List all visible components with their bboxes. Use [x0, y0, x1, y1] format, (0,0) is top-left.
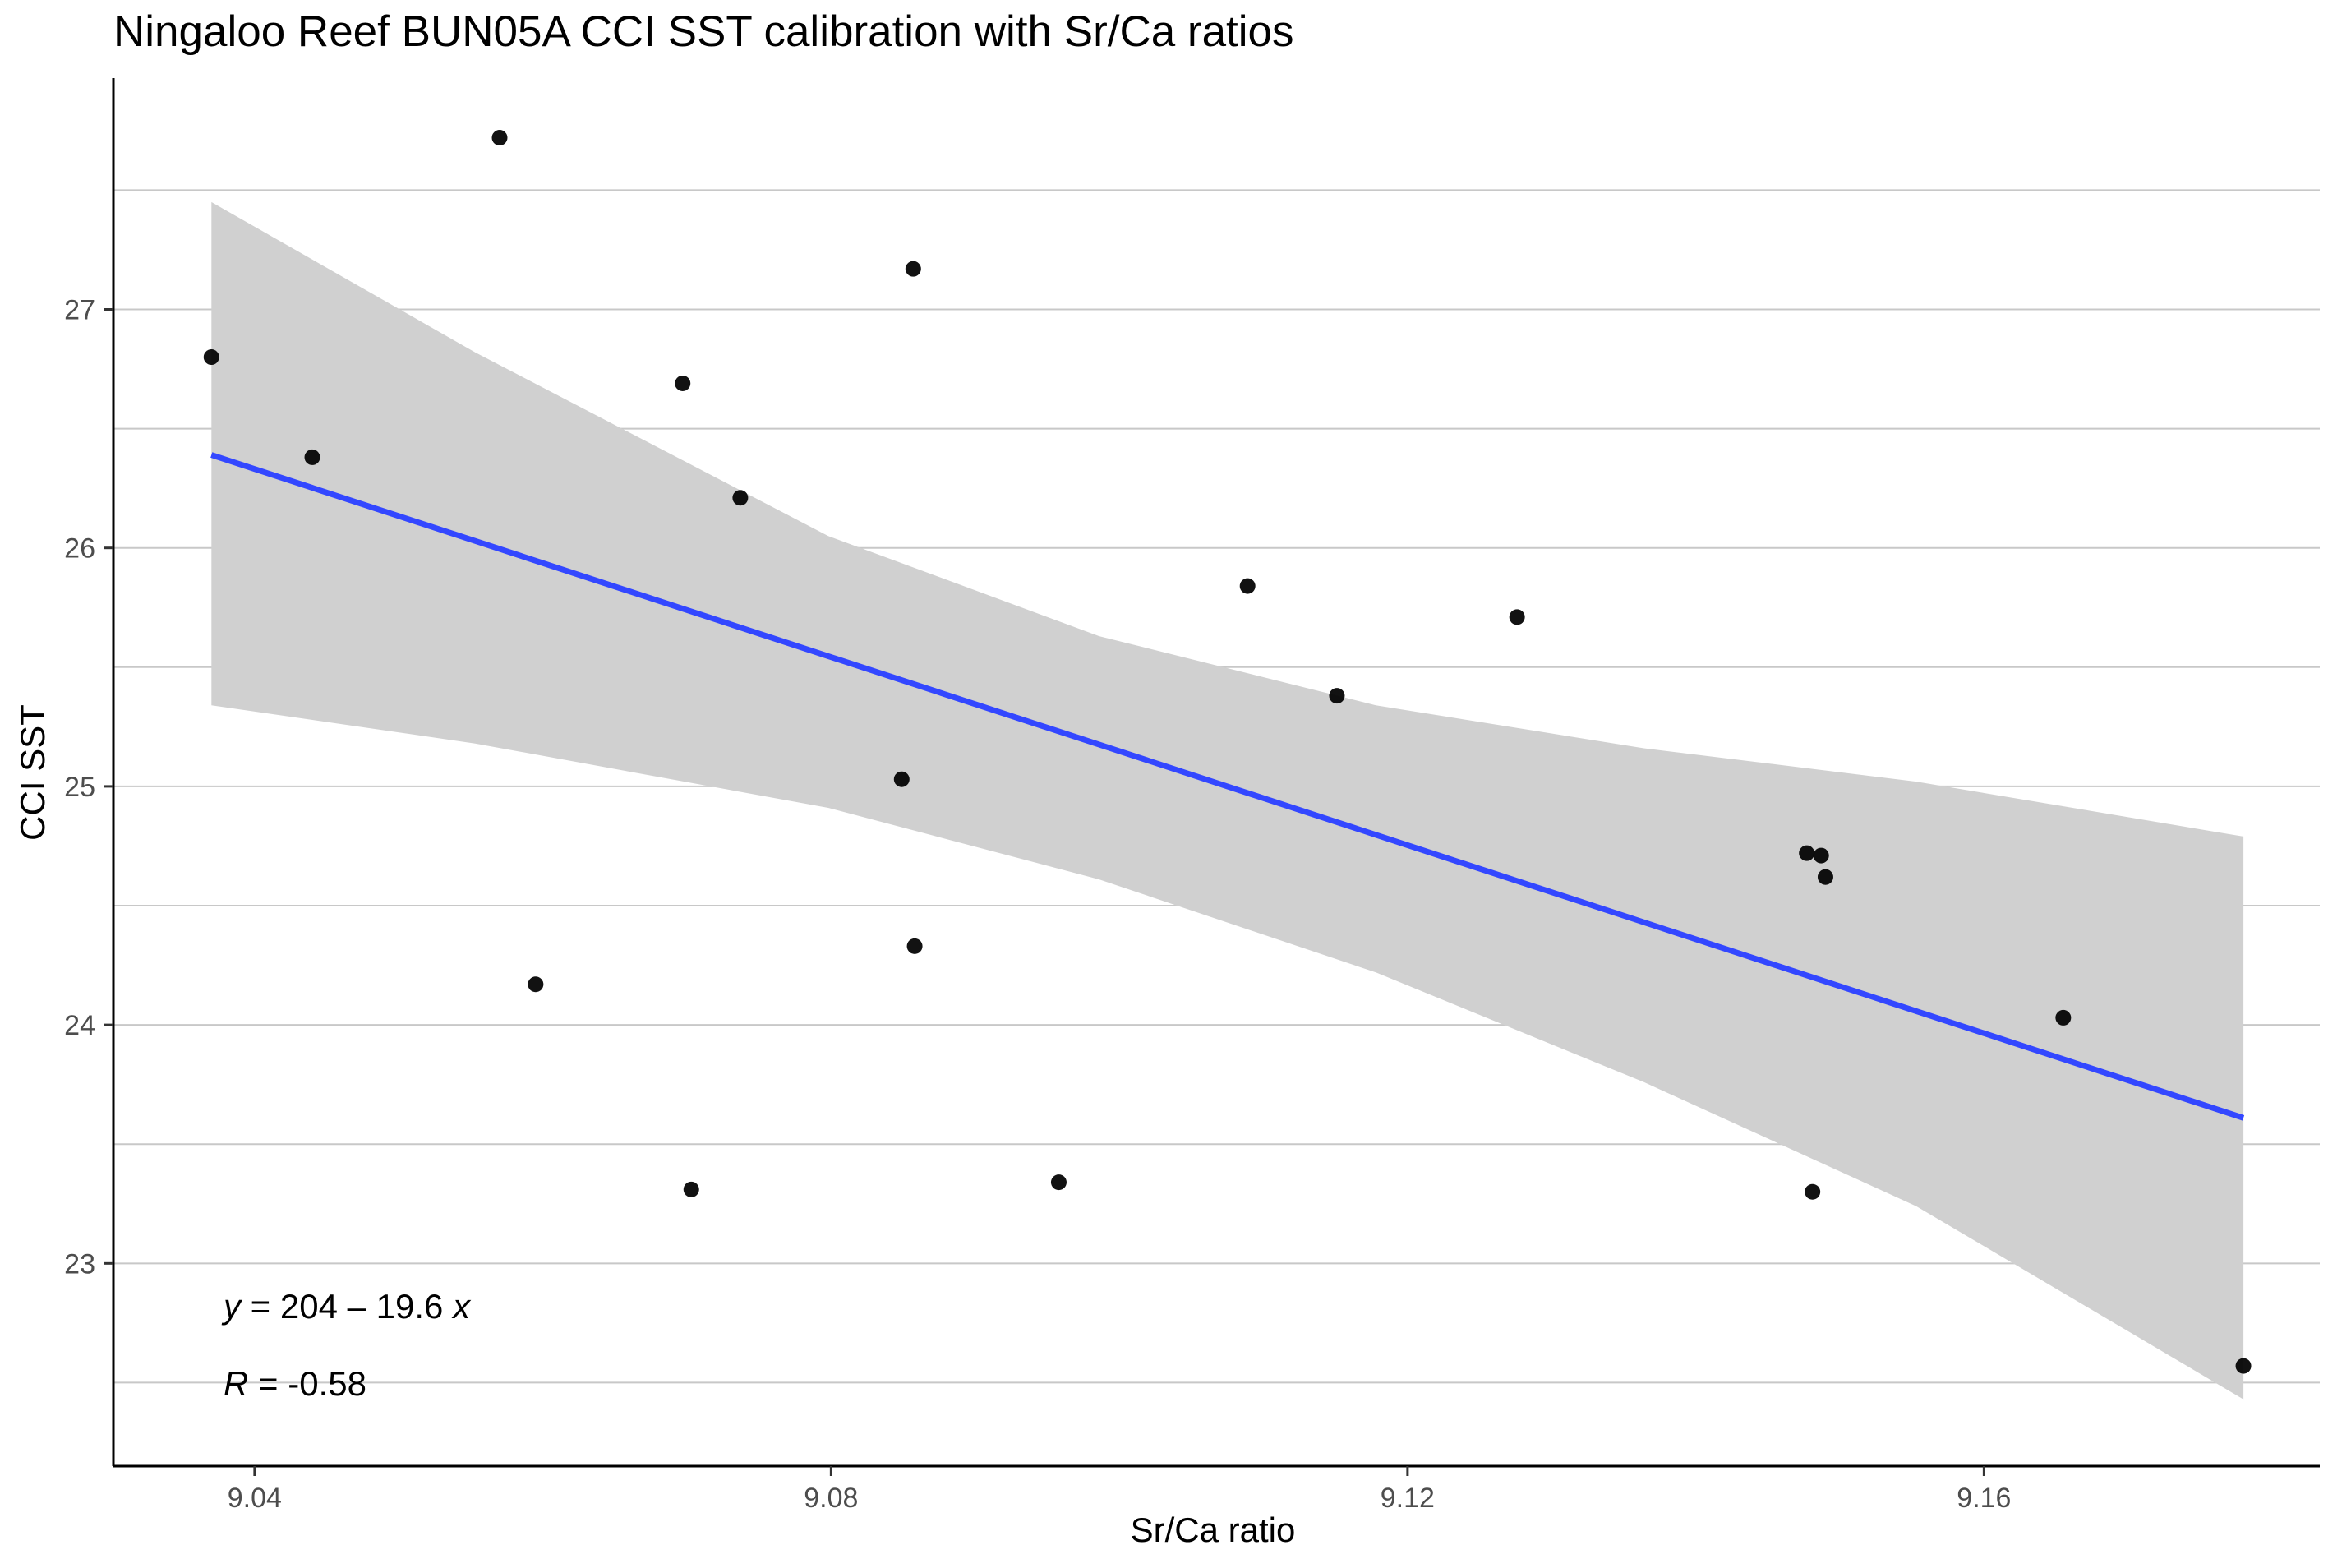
- y-tick-label-2: 25: [64, 772, 95, 803]
- x-tick-label-2: 9.12: [1381, 1483, 1435, 1514]
- confidence-band: [211, 201, 2244, 1400]
- data-point-19: [2235, 1358, 2252, 1374]
- band-layer: [211, 201, 2244, 1400]
- y-tick-label-1: 24: [64, 1010, 95, 1041]
- data-point-8: [905, 261, 921, 277]
- data-point-5: [683, 1181, 699, 1197]
- data-point-0: [203, 349, 219, 366]
- equation-var-y: y: [221, 1287, 243, 1326]
- data-point-18: [2055, 1009, 2072, 1026]
- data-point-3: [528, 976, 544, 993]
- y-tick-label-4: 27: [64, 295, 95, 326]
- equation-label: y = 204 – 19.6 x: [221, 1287, 472, 1326]
- data-point-1: [304, 449, 320, 465]
- data-point-12: [1329, 688, 1345, 704]
- axis-layer: 23 24 25 26 27 9.04 9.08 9.12 9.16: [64, 78, 2320, 1514]
- x-axis-title: Sr/Ca ratio: [1130, 1510, 1296, 1549]
- regression-line: [210, 452, 2245, 1121]
- data-point-13: [1509, 609, 1525, 625]
- data-point-15: [1805, 1183, 1821, 1200]
- point-layer: [203, 130, 2252, 1374]
- data-point-6: [732, 490, 749, 506]
- data-point-16: [1813, 847, 1829, 864]
- data-point-7: [893, 771, 910, 787]
- y-tick-label-0: 23: [64, 1248, 95, 1280]
- equation-var-x: x: [451, 1287, 472, 1326]
- data-point-17: [1817, 869, 1833, 885]
- data-point-4: [675, 375, 691, 391]
- x-tick-label-1: 9.08: [804, 1483, 858, 1514]
- r-body: = -0.58: [248, 1364, 366, 1403]
- data-point-14: [1799, 845, 1815, 861]
- x-tick-label-0: 9.04: [228, 1483, 282, 1514]
- equation-body: = 204 – 19.6: [241, 1287, 453, 1326]
- data-point-9: [906, 938, 923, 954]
- data-point-2: [491, 130, 508, 146]
- correlation-label: R = -0.58: [224, 1364, 366, 1403]
- data-point-11: [1239, 578, 1256, 594]
- chart-title: Ningaloo Reef BUN05A CCI SST calibration…: [113, 7, 1294, 56]
- y-tick-label-3: 26: [64, 533, 95, 565]
- fit-layer: [210, 452, 2245, 1121]
- x-tick-label-3: 9.16: [1957, 1483, 2011, 1514]
- data-point-10: [1050, 1174, 1067, 1191]
- r-var: R: [224, 1364, 248, 1403]
